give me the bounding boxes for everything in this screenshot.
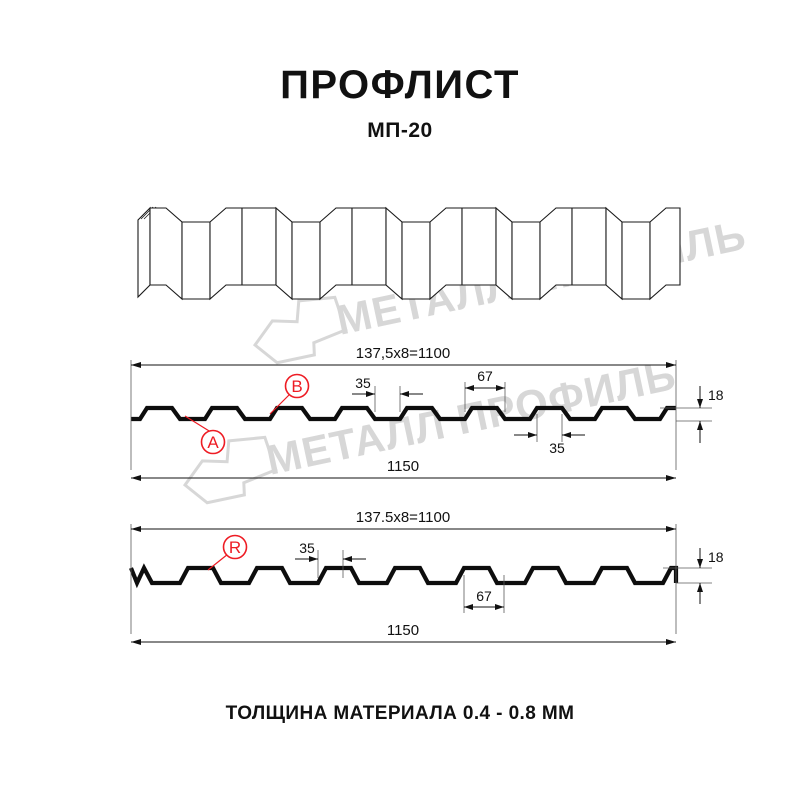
material-thickness-note: ТОЛЩИНА МАТЕРИАЛА 0.4 - 0.8 ММ	[225, 703, 575, 724]
callout-r-label: R	[229, 538, 241, 557]
dimension-overall-bottom-label: 1150	[387, 622, 419, 639]
callout-a: A	[184, 415, 226, 455]
dimension-modular-top: 137,5x8=1100	[131, 345, 676, 368]
watermark-logo-icon	[182, 435, 278, 505]
dimension-flat-top-lower-label: 35	[549, 440, 565, 456]
dimension-flat-top-lower: 35	[514, 414, 585, 456]
dimension-pitch-bottom: 67	[463, 575, 505, 613]
dimension-modular-bottom: 137.5x8=1100	[131, 509, 676, 532]
section-view-bottom: 137.5x8=1100 35 67	[129, 509, 724, 645]
callout-b-label: B	[291, 377, 302, 396]
callout-r: R	[207, 534, 248, 571]
callout-r-circle	[222, 534, 248, 560]
dimension-flat-bottom-label: 35	[299, 540, 315, 556]
dimension-overall-top-label: 1150	[387, 458, 419, 475]
dimension-modular-bottom-label: 137.5x8=1100	[356, 509, 450, 526]
dimension-height-top-label: 18	[708, 387, 724, 403]
watermark-lower: МЕТАЛЛ ПРОФИЛЬ	[182, 351, 680, 505]
dimension-flat-bottom: 35	[295, 540, 366, 578]
dimension-flat-top-label: 35	[355, 375, 371, 391]
profile-section-bottom	[129, 563, 679, 589]
dimension-height-bottom-label: 18	[708, 549, 724, 565]
dimension-overall-bottom: 1150	[131, 622, 676, 645]
watermark-logo-icon	[252, 295, 348, 365]
profile-section-top	[131, 405, 676, 422]
dimension-overall-top: 1150	[131, 458, 676, 481]
callout-a-circle	[200, 429, 226, 455]
dimension-height-top: 18	[660, 386, 724, 443]
dimension-pitch-bottom-label: 67	[476, 588, 492, 604]
dimension-pitch-top: 67	[464, 368, 506, 412]
section-view-top: 137,5x8=1100 35 67	[130, 345, 724, 481]
callout-b: B	[269, 373, 310, 415]
dimension-flat-top: 35	[352, 375, 423, 412]
dimension-modular-top-label: 137,5x8=1100	[356, 345, 450, 362]
callout-a-label: A	[207, 433, 219, 452]
dimension-height-bottom: 18	[663, 548, 724, 604]
isometric-profile-view	[137, 206, 681, 301]
dimension-pitch-top-label: 67	[477, 368, 493, 384]
callout-b-circle	[284, 373, 310, 399]
